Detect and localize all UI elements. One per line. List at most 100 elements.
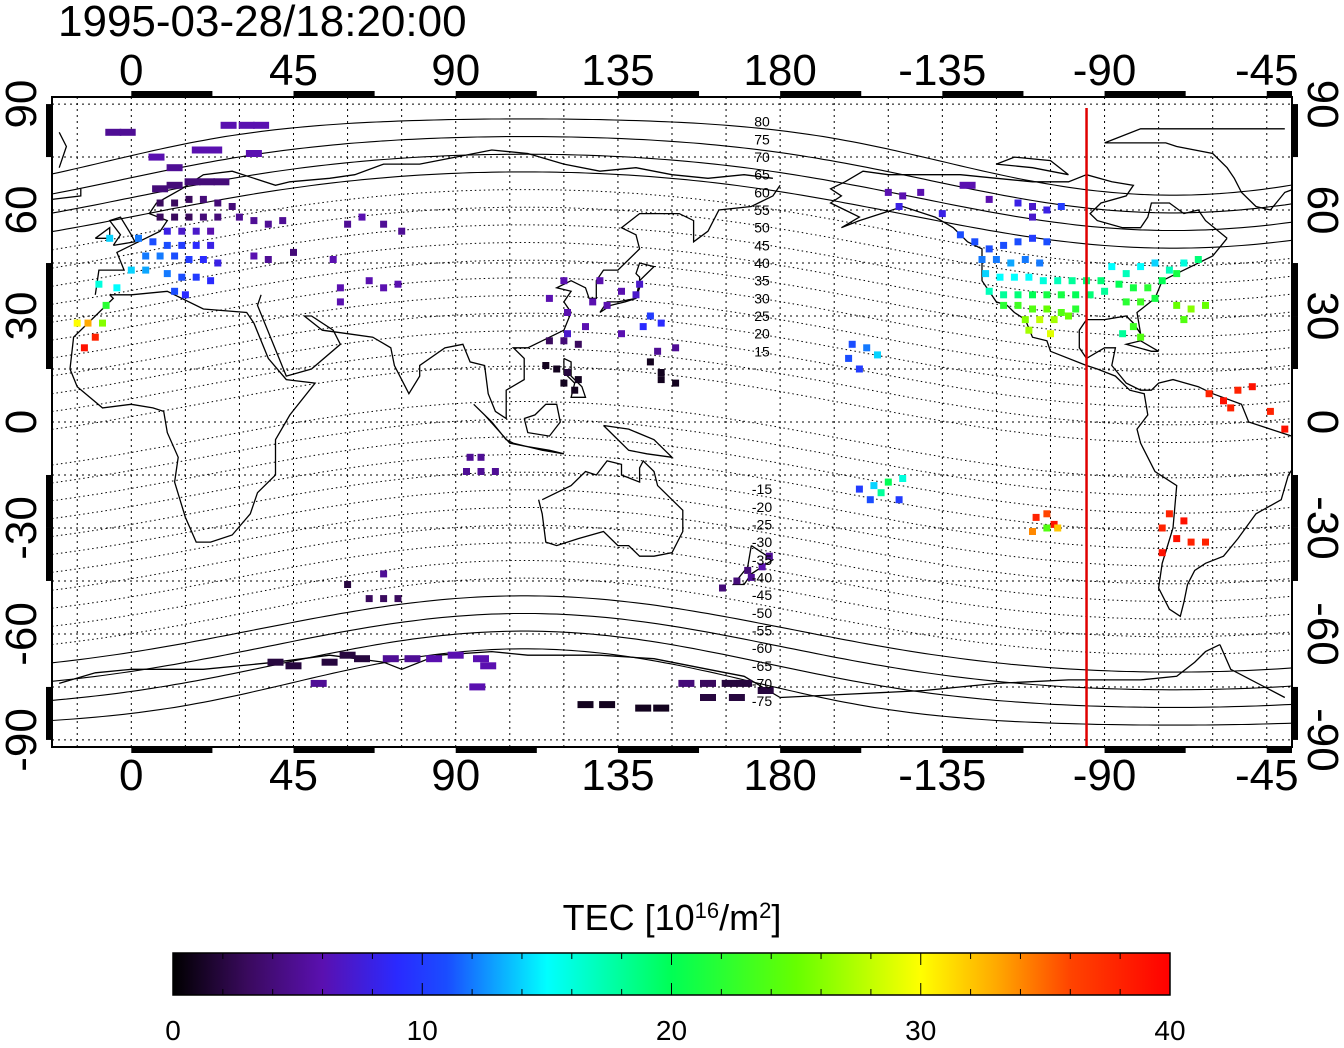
tec-point xyxy=(380,570,388,578)
tec-point xyxy=(178,273,186,281)
mlat-label: -65 xyxy=(752,658,772,674)
tec-point xyxy=(380,284,388,292)
top-tick-bar xyxy=(617,91,700,97)
tec-point xyxy=(207,277,215,285)
tec-point xyxy=(1029,305,1036,313)
tec-point xyxy=(163,227,171,235)
mlat-label: -25 xyxy=(752,516,772,532)
top-lon-label: 90 xyxy=(431,46,480,95)
mlat-label: -40 xyxy=(752,569,772,585)
tec-point xyxy=(1173,535,1181,543)
tec-point xyxy=(1068,277,1076,285)
top-longitude-labels: 0 45 90 135 180 -135 -90 -45 xyxy=(119,46,1299,95)
tec-point xyxy=(596,277,604,285)
left-latitude-labels: 90 60 30 0 -30 -60 -90 xyxy=(0,80,46,772)
bottom-tick-bar xyxy=(780,747,862,753)
left-lat-label: 30 xyxy=(0,292,46,341)
tec-point xyxy=(1025,326,1033,334)
left-lat-label: -90 xyxy=(0,708,46,772)
mlat-label: -60 xyxy=(752,640,772,656)
tec-point xyxy=(863,344,871,352)
right-tick-bar xyxy=(1292,686,1298,740)
bottom-lon-label: 90 xyxy=(431,751,480,800)
top-lon-label: -45 xyxy=(1235,46,1299,95)
tec-point xyxy=(1036,259,1044,267)
tec-data-points xyxy=(73,121,1289,712)
tec-point xyxy=(148,153,165,161)
tec-point xyxy=(1043,524,1051,532)
tec-point xyxy=(1227,404,1235,412)
tec-point xyxy=(657,376,665,384)
tec-point xyxy=(185,256,193,263)
top-tick-bar xyxy=(131,91,213,97)
tec-point xyxy=(1039,277,1047,285)
mlat-label: -45 xyxy=(752,587,772,603)
tec-point xyxy=(354,655,370,663)
tec-point xyxy=(463,468,470,475)
tec-point xyxy=(545,294,553,302)
coastline-segment xyxy=(59,644,1286,699)
tec-point xyxy=(1043,510,1051,518)
tec-point xyxy=(382,655,399,663)
tec-point xyxy=(127,266,135,274)
tec-point xyxy=(636,280,644,288)
tec-point xyxy=(99,319,106,327)
tec-point xyxy=(1180,259,1188,267)
mlat-label: 65 xyxy=(754,167,770,183)
tec-point xyxy=(1281,425,1289,433)
tec-point xyxy=(321,658,338,666)
tec-point xyxy=(1144,284,1152,292)
tec-point xyxy=(603,301,611,309)
tec-point xyxy=(178,241,186,249)
tec-point xyxy=(736,679,753,687)
left-tick-bar xyxy=(46,104,52,158)
tec-point xyxy=(245,150,262,157)
tec-point xyxy=(191,146,208,154)
tec-point xyxy=(956,231,964,239)
mlat-label: -75 xyxy=(752,693,772,709)
tec-point xyxy=(560,337,568,345)
mlat-label: 50 xyxy=(754,220,770,236)
tec-point xyxy=(1119,330,1127,338)
mlat-label: 30 xyxy=(754,290,770,306)
coastline-segment xyxy=(256,184,781,420)
tec-point xyxy=(757,687,774,694)
tec-point xyxy=(192,241,200,249)
tec-point xyxy=(1158,524,1166,532)
tec-point xyxy=(1151,294,1159,302)
tec-point xyxy=(1165,510,1173,518)
tec-point xyxy=(1021,256,1029,263)
tec-point xyxy=(589,298,597,306)
tec-point xyxy=(192,273,200,281)
colorbar-tick-label: 30 xyxy=(905,1015,936,1046)
plot-title: 1995-03-28/18:20:00 xyxy=(58,0,467,46)
tec-point xyxy=(959,181,976,189)
tec-point xyxy=(1173,270,1181,278)
right-lat-label: 90 xyxy=(1298,80,1344,129)
tec-point xyxy=(765,552,773,560)
tec-point xyxy=(564,330,571,338)
tec-point xyxy=(884,478,892,486)
tec-point xyxy=(166,164,183,172)
tec-point xyxy=(582,323,589,331)
tec-point xyxy=(758,563,766,571)
tec-point xyxy=(1220,397,1227,405)
tec-point xyxy=(564,369,571,376)
tec-point xyxy=(848,340,856,348)
tec-point xyxy=(1054,524,1062,532)
tec-point xyxy=(185,195,193,203)
tec-point xyxy=(365,277,373,285)
tec-point xyxy=(113,284,121,292)
tec-point xyxy=(657,369,665,376)
left-tick-bar xyxy=(46,316,52,370)
tec-point xyxy=(1097,277,1105,285)
top-tick-bar xyxy=(1104,91,1186,97)
tec-point xyxy=(192,227,200,235)
right-latitude-labels: 90 60 30 0 -30 -60 -90 xyxy=(1298,80,1344,772)
tec-point xyxy=(102,301,110,309)
tec-point xyxy=(1202,301,1209,309)
tec-point xyxy=(336,298,344,306)
tec-point xyxy=(491,468,499,475)
tec-point xyxy=(228,203,236,210)
tec-point xyxy=(84,319,92,327)
